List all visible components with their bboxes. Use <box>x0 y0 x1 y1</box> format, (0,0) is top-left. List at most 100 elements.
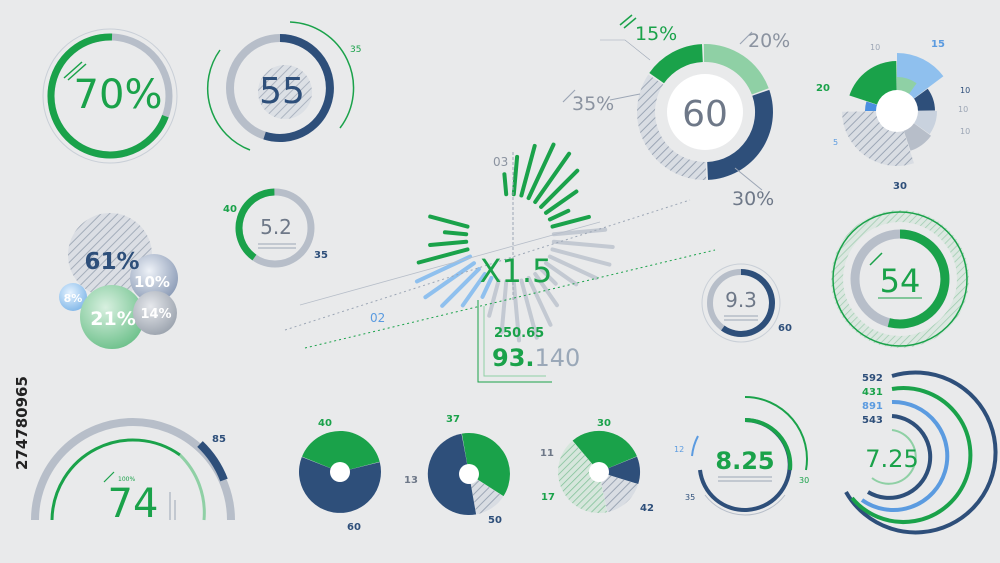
pie-30-11-17-42-segments <box>558 430 640 513</box>
radial-bars <box>414 142 615 343</box>
donut-60-label-20: 20% <box>748 30 790 52</box>
gauge-70-fill <box>47 33 169 159</box>
gauge-70: 70% <box>42 28 178 164</box>
pie-37-13-50-segment-0 <box>461 432 510 497</box>
gauge-70-label: 70% <box>74 72 163 118</box>
pie-30-11-17-42-segment-1 <box>599 456 640 484</box>
radial-bar <box>539 267 558 286</box>
arc-74-label: 74 <box>108 481 159 527</box>
pie-40-60-segments <box>298 430 381 513</box>
radial-bar <box>487 278 501 318</box>
gauge-55-outer: 35 <box>350 45 361 55</box>
pie-37-13-50: 37 13 50 <box>404 414 510 526</box>
radial-label: X1.5 <box>480 252 553 290</box>
rose-chart: 15 10 10 10 30 5 20 10 <box>816 39 970 192</box>
rings-value-543: 543 <box>862 415 883 426</box>
radial-bar <box>428 214 470 229</box>
bubble-cluster: 61% 10% 8% 21% 14% <box>59 213 178 349</box>
radial-bar <box>511 279 521 343</box>
radial-bar <box>511 154 520 197</box>
pie-3-label-11: 11 <box>540 448 554 459</box>
radial-bar <box>502 172 509 197</box>
radial-value-small: 250.65 <box>494 326 544 341</box>
arc-74-small: 100% <box>118 476 135 483</box>
bubble-label-14: 14% <box>140 307 171 322</box>
rose-label-10a: 10 <box>960 86 970 95</box>
rose-label-10c: 10 <box>870 43 880 52</box>
pie-30-11-17-42-segment-3 <box>558 440 607 513</box>
radial-bar <box>499 279 509 335</box>
radial-bar <box>544 189 579 215</box>
gauge-5-2-fill <box>235 188 275 261</box>
radial-value-big: 93. <box>492 344 535 372</box>
bubble-label-21: 21% <box>90 308 135 330</box>
pie-37-13-50-segment-1 <box>469 474 504 515</box>
pie-40-60: 40 60 <box>298 418 381 533</box>
radial-bar <box>550 214 591 229</box>
svg-text:93.140: 93.140 <box>492 344 580 372</box>
bubble-label-8: 8% <box>64 292 83 305</box>
rings-value-431: 431 <box>862 387 883 398</box>
gauge-5-2: 5.2 40 35 <box>223 188 328 268</box>
gauge-8-25-label-35: 35 <box>685 493 695 502</box>
bubble-14 <box>133 291 177 335</box>
gauge-54-fill <box>887 229 950 329</box>
rings-value-592: 592 <box>862 373 883 384</box>
rose-label-15: 15 <box>931 39 945 50</box>
donut-60-segments <box>637 43 773 181</box>
radial-bar <box>416 247 470 265</box>
stock-id-text: 274780965 <box>13 376 31 470</box>
pie-40-60-label-40: 40 <box>318 418 332 429</box>
radial-bar <box>442 230 469 237</box>
bubble-label-61: 61% <box>84 249 139 275</box>
radial-bar <box>519 278 539 340</box>
bubble-10 <box>130 254 178 302</box>
rose-label-10b: 10 <box>960 127 970 136</box>
rose-label-5: 5 <box>833 138 838 147</box>
pie-37-13-50-label-50: 50 <box>488 515 502 526</box>
gauge-9-3-outer: 60 <box>778 323 792 334</box>
pie-30-11-17-42-segment-2 <box>599 472 639 513</box>
rose-label-20: 20 <box>816 83 830 94</box>
pie-37-13-50-label-13: 13 <box>404 475 418 486</box>
pie-30-11-17-42-segment-0 <box>572 430 637 472</box>
radial-bar <box>526 275 553 327</box>
donut-60-label-15: 15% <box>635 23 677 45</box>
radial-bar <box>526 142 556 201</box>
radial-tick-03: 03 <box>493 155 508 169</box>
radial-bar <box>428 239 469 247</box>
donut-60: 60 15% 20% 30% 35% <box>562 14 790 210</box>
arc-74: 74 85 100% <box>31 418 235 527</box>
gauge-8-25: 8.25 12 35 30 <box>674 396 809 516</box>
radial-x1-5: X1.5 03 02 250.65 93.140 <box>284 142 716 383</box>
arc-74-top: 85 <box>212 434 226 445</box>
pie-37-13-50-label-37: 37 <box>446 414 460 425</box>
pie-37-13-50-segment-2 <box>427 433 477 516</box>
radial-bar <box>550 247 612 267</box>
gauge-8-25-label-30: 30 <box>799 476 809 485</box>
radial-value-big-dec: 140 <box>535 344 581 372</box>
rose-label-10d: 10 <box>958 105 968 114</box>
bubble-21 <box>80 285 144 349</box>
gauge-54-label: 54 <box>880 262 921 300</box>
gauge-55: 55 35 <box>206 21 361 151</box>
radial-bar <box>519 143 537 198</box>
radial-tick-02: 02 <box>370 311 385 325</box>
gauge-5-2-right: 35 <box>314 250 328 261</box>
radial-bar <box>423 261 476 300</box>
radial-bar <box>547 254 598 281</box>
gauge-5-2-left: 40 <box>223 204 237 215</box>
donut-60-segment-0 <box>649 44 703 84</box>
donut-60-segment-2 <box>707 89 773 180</box>
gauge-9-3-label: 9.3 <box>725 288 757 312</box>
radial-bar <box>539 168 580 209</box>
donut-60-center: 60 <box>682 94 728 135</box>
stock-id: 274780965 <box>13 376 31 470</box>
pie-30-11-17-42: 30 11 17 42 <box>540 418 654 514</box>
pie-3-label-30: 30 <box>597 418 611 429</box>
pie-3-label-42: 42 <box>640 503 654 514</box>
gauge-9-3-fill <box>721 269 775 337</box>
gauge-54: 54 <box>831 210 969 348</box>
radial-bar <box>533 151 572 204</box>
